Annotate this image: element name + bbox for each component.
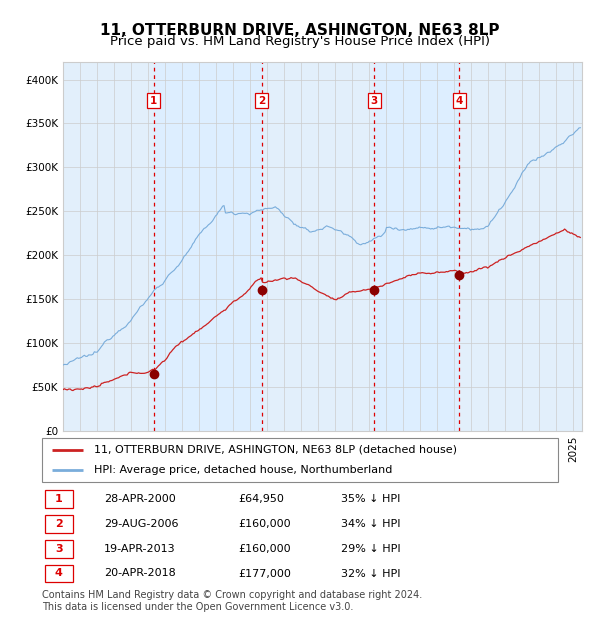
Text: 29-AUG-2006: 29-AUG-2006 [104,519,178,529]
Text: Contains HM Land Registry data © Crown copyright and database right 2024.
This d: Contains HM Land Registry data © Crown c… [42,590,422,612]
FancyBboxPatch shape [44,565,73,582]
Text: £177,000: £177,000 [238,569,291,578]
Text: 3: 3 [55,544,62,554]
Text: 11, OTTERBURN DRIVE, ASHINGTON, NE63 8LP: 11, OTTERBURN DRIVE, ASHINGTON, NE63 8LP [100,23,500,38]
Text: 2: 2 [258,95,265,106]
Bar [262,62,374,431]
Text: 4: 4 [55,569,63,578]
Text: 28-APR-2000: 28-APR-2000 [104,494,176,504]
Text: 3: 3 [371,95,378,106]
Bar [63,62,154,431]
Text: 4: 4 [456,95,463,106]
Text: 19-APR-2013: 19-APR-2013 [104,544,176,554]
FancyBboxPatch shape [42,438,558,482]
Text: 1: 1 [150,95,157,106]
FancyBboxPatch shape [44,515,73,533]
Text: 20-APR-2018: 20-APR-2018 [104,569,176,578]
Text: 1: 1 [55,494,62,504]
Text: Price paid vs. HM Land Registry's House Price Index (HPI): Price paid vs. HM Land Registry's House … [110,35,490,48]
Text: £160,000: £160,000 [238,544,291,554]
Text: 2: 2 [55,519,62,529]
Text: HPI: Average price, detached house, Northumberland: HPI: Average price, detached house, Nort… [94,465,392,476]
Text: £160,000: £160,000 [238,519,291,529]
Text: 29% ↓ HPI: 29% ↓ HPI [341,544,401,554]
FancyBboxPatch shape [44,540,73,557]
FancyBboxPatch shape [44,490,73,508]
Text: 35% ↓ HPI: 35% ↓ HPI [341,494,401,504]
Bar [460,62,582,431]
Text: 32% ↓ HPI: 32% ↓ HPI [341,569,401,578]
Text: 34% ↓ HPI: 34% ↓ HPI [341,519,401,529]
Text: £64,950: £64,950 [238,494,284,504]
Text: 11, OTTERBURN DRIVE, ASHINGTON, NE63 8LP (detached house): 11, OTTERBURN DRIVE, ASHINGTON, NE63 8LP… [94,445,457,455]
